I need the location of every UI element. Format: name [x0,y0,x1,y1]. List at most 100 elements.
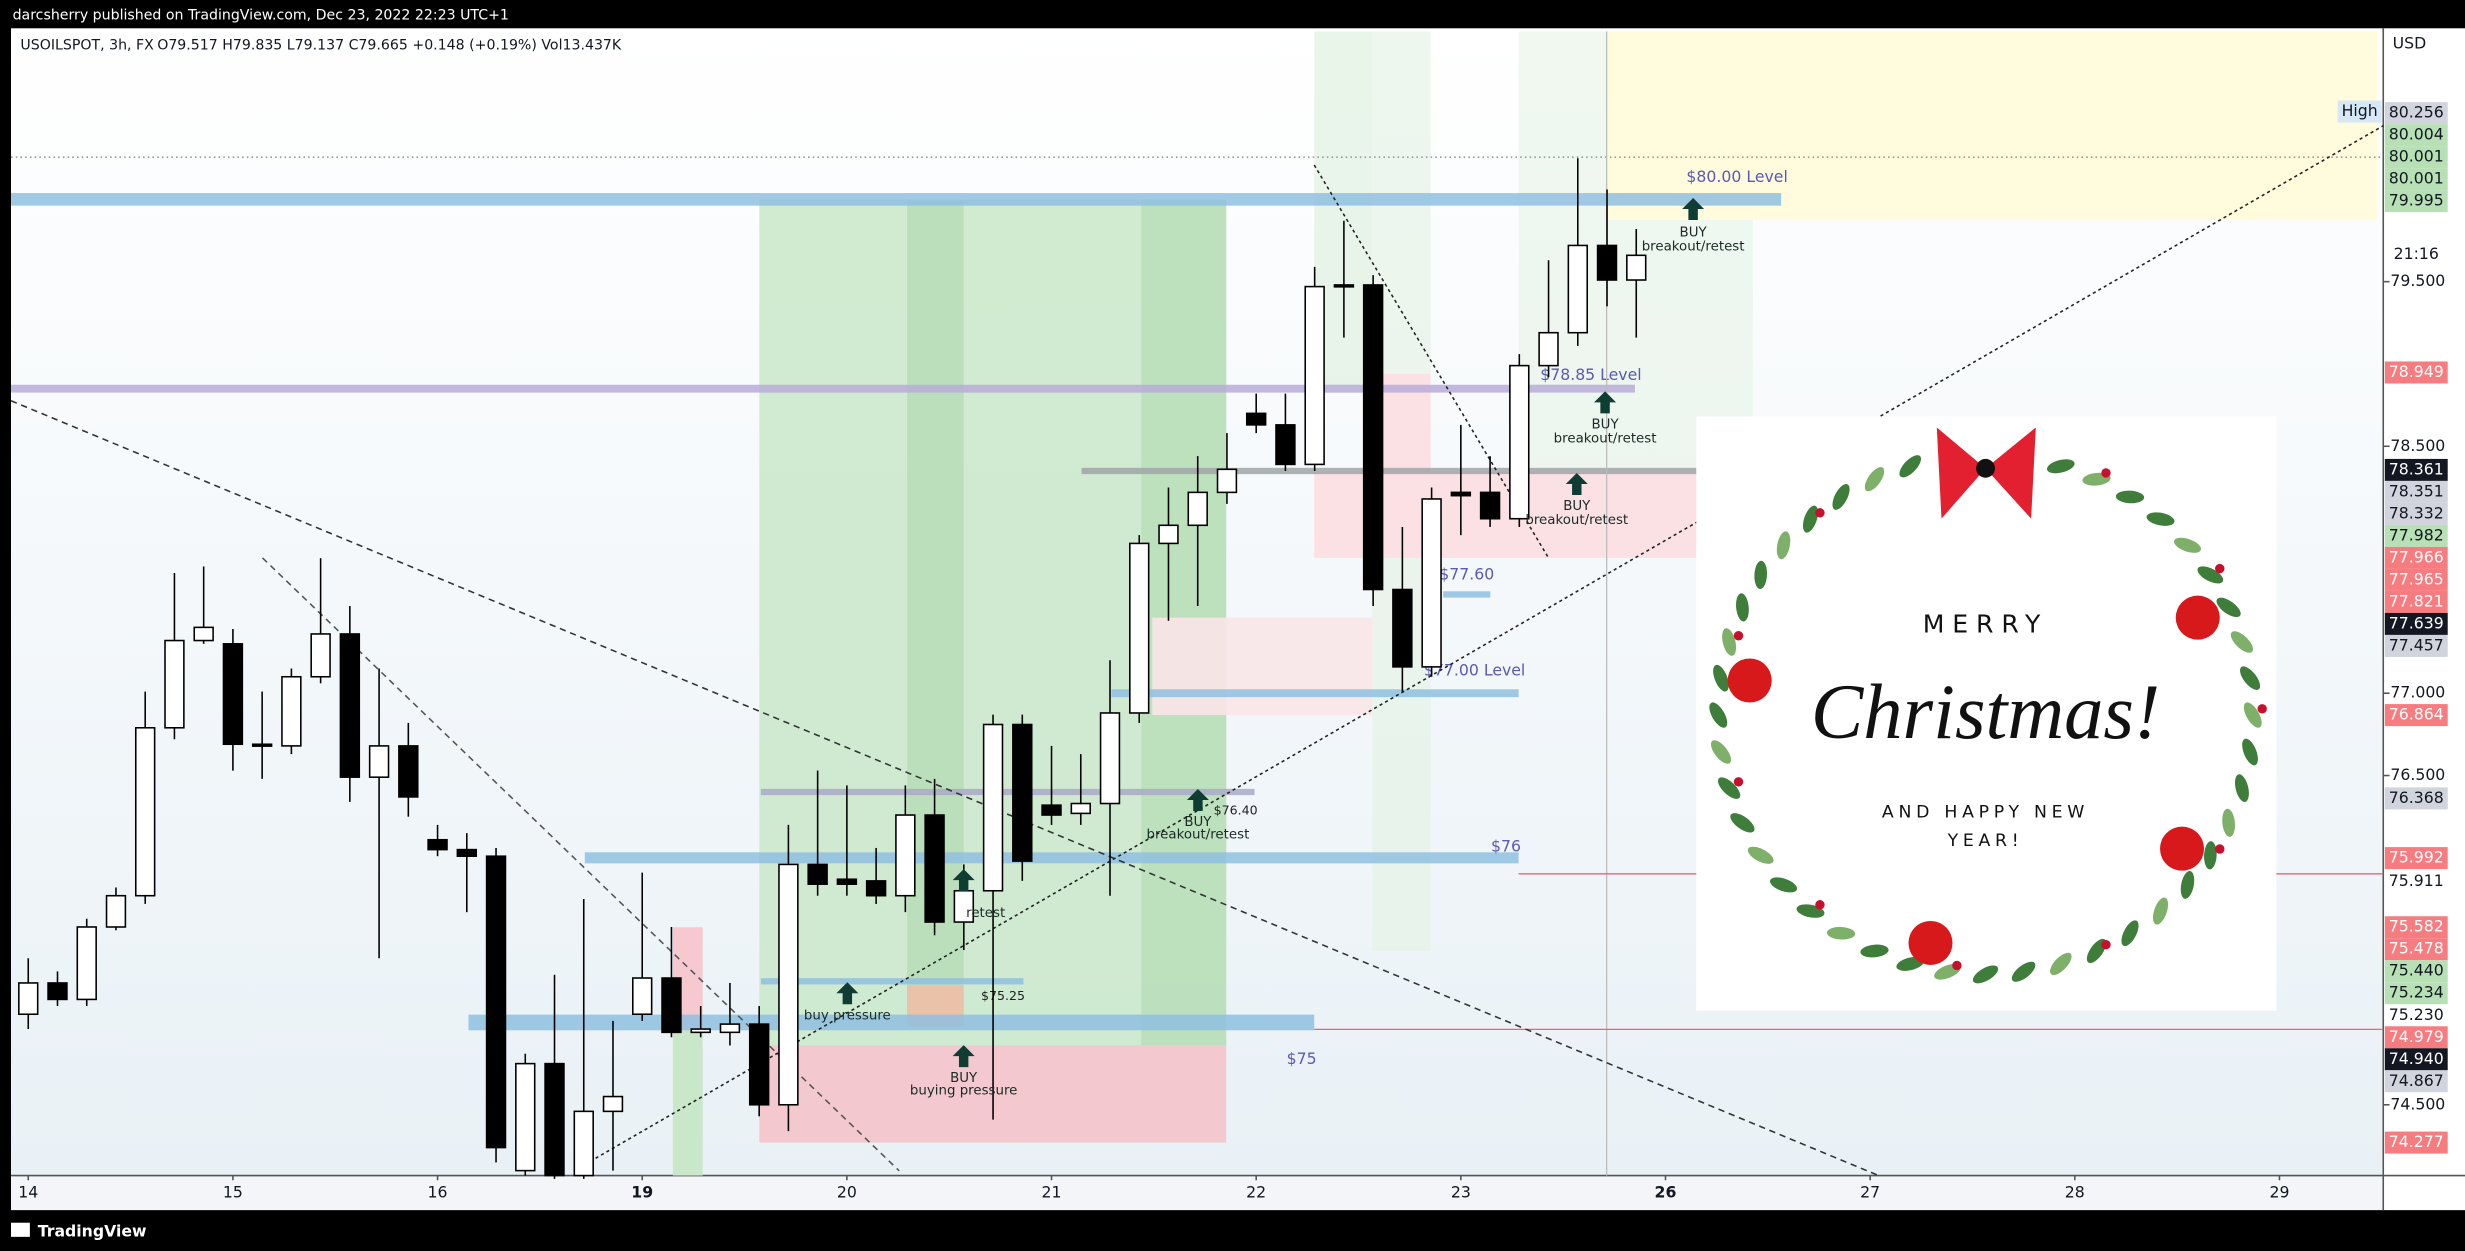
price-tag [2384,847,2448,870]
x-tick-label: 22 [1246,1182,1266,1201]
price-tag [2384,361,2448,384]
annotation: breakout/retest [1525,513,1628,528]
y-tick-label: 78.500 [2390,436,2445,455]
berry [1815,508,1825,518]
price-tag [2384,634,2448,657]
berry [2257,704,2267,714]
berry [2101,468,2111,478]
leaf [2204,841,2217,870]
candle-body [1304,285,1325,466]
christmas-card: MERRY Christmas! AND HAPPY NEW YEAR! [1696,416,2277,1011]
trend-line [573,125,2384,1172]
zone [1314,471,1753,558]
annotation: retest [966,906,1005,921]
level-label: $77.00 Level [1424,661,1525,680]
candle-body [544,1062,565,1177]
leaf [2121,920,2139,947]
candle-body [1041,804,1062,816]
berry [1733,631,1744,641]
candle-body [164,639,185,729]
candle-body [1099,712,1121,805]
price-tag [2384,590,2448,613]
price-tag [2384,146,2448,169]
leaf [2046,459,2075,474]
leaf [1709,702,1728,728]
candle-body [1392,588,1413,668]
leaf [2050,952,2072,976]
price-tag-label: 77.965 [2389,569,2444,588]
leaf [2146,512,2175,526]
price-tag [2384,1048,2448,1071]
price-tag [2384,124,2448,147]
candle-body [1596,244,1618,281]
candle-body [1275,424,1296,466]
candle-body [807,863,828,885]
price-tag-label: 77.457 [2389,635,2444,654]
leaf [1717,777,1741,799]
candle-body [1216,468,1238,494]
candle-body [1070,802,1091,815]
candle-body [690,1028,711,1034]
y-tick-label: 79.500 [2390,271,2445,290]
price-tag-label: 75.230 [2389,1005,2444,1024]
leaf [2173,537,2202,553]
x-tick-label: 28 [2065,1182,2085,1201]
x-tick-label: 15 [223,1182,243,1201]
time-axis [11,1175,2384,1211]
price-tag-label: 78.949 [2389,362,2444,381]
annotation: breakout/retest [1554,431,1657,446]
leaf [2222,808,2236,837]
price-tag-label: 75.234 [2389,983,2444,1002]
candle-body [661,977,682,1034]
candle-body [193,626,214,642]
currency: USD [2393,34,2427,53]
candle-body [632,977,653,1016]
candle-body [1479,491,1501,520]
price-tag-label: 76.864 [2389,705,2444,724]
x-tick-label: 14 [18,1182,38,1201]
price-tag [2384,704,2448,727]
y-tick-label: 76.500 [2390,765,2445,784]
level-band [1443,591,1491,598]
card-text: MERRY [1923,610,2049,639]
header: darcsherry published on TradingView.com,… [13,8,509,24]
level-label: $77.60 [1439,565,1494,584]
countdown: 21:16 [2394,244,2439,263]
level-label: $80.00 Level [1686,167,1787,186]
candle-body [1567,244,1589,334]
candle-body [310,633,331,678]
leaf [1826,926,1856,940]
card-text: AND HAPPY NEW [1882,803,2089,823]
price-tag-label: 74.867 [2389,1071,2444,1090]
ornament [1908,920,1953,965]
buy-arrow [952,869,975,892]
berry [2215,844,2225,854]
price-tag [2384,524,2448,547]
price-tag-label: 78.361 [2389,459,2444,478]
price-tag-label: 79.995 [2389,191,2444,210]
leaf [2115,490,2145,504]
price-tag-label: 75.992 [2389,848,2444,867]
price-tag-label: 74.277 [2389,1132,2444,1151]
berry [1815,900,1825,910]
zone [1152,617,1373,716]
leaf [1710,740,1732,764]
price-tag [2384,168,2448,191]
candle-body [222,643,244,746]
ornament [2175,595,2220,640]
candle-body [719,1023,741,1034]
price-tag [2384,938,2448,961]
buy-arrow [836,982,859,1005]
candle-body [427,838,448,851]
candle-body [251,743,273,747]
card-text: YEAR! [1947,831,2024,851]
candle-body [1012,723,1033,862]
price-tag-label: 78.351 [2389,481,2444,500]
candle-body [18,982,39,1016]
annotation: BUY [1563,499,1591,514]
level-label: $76 [1491,837,1521,856]
ornament [2160,826,2205,871]
leaf [1713,664,1729,692]
